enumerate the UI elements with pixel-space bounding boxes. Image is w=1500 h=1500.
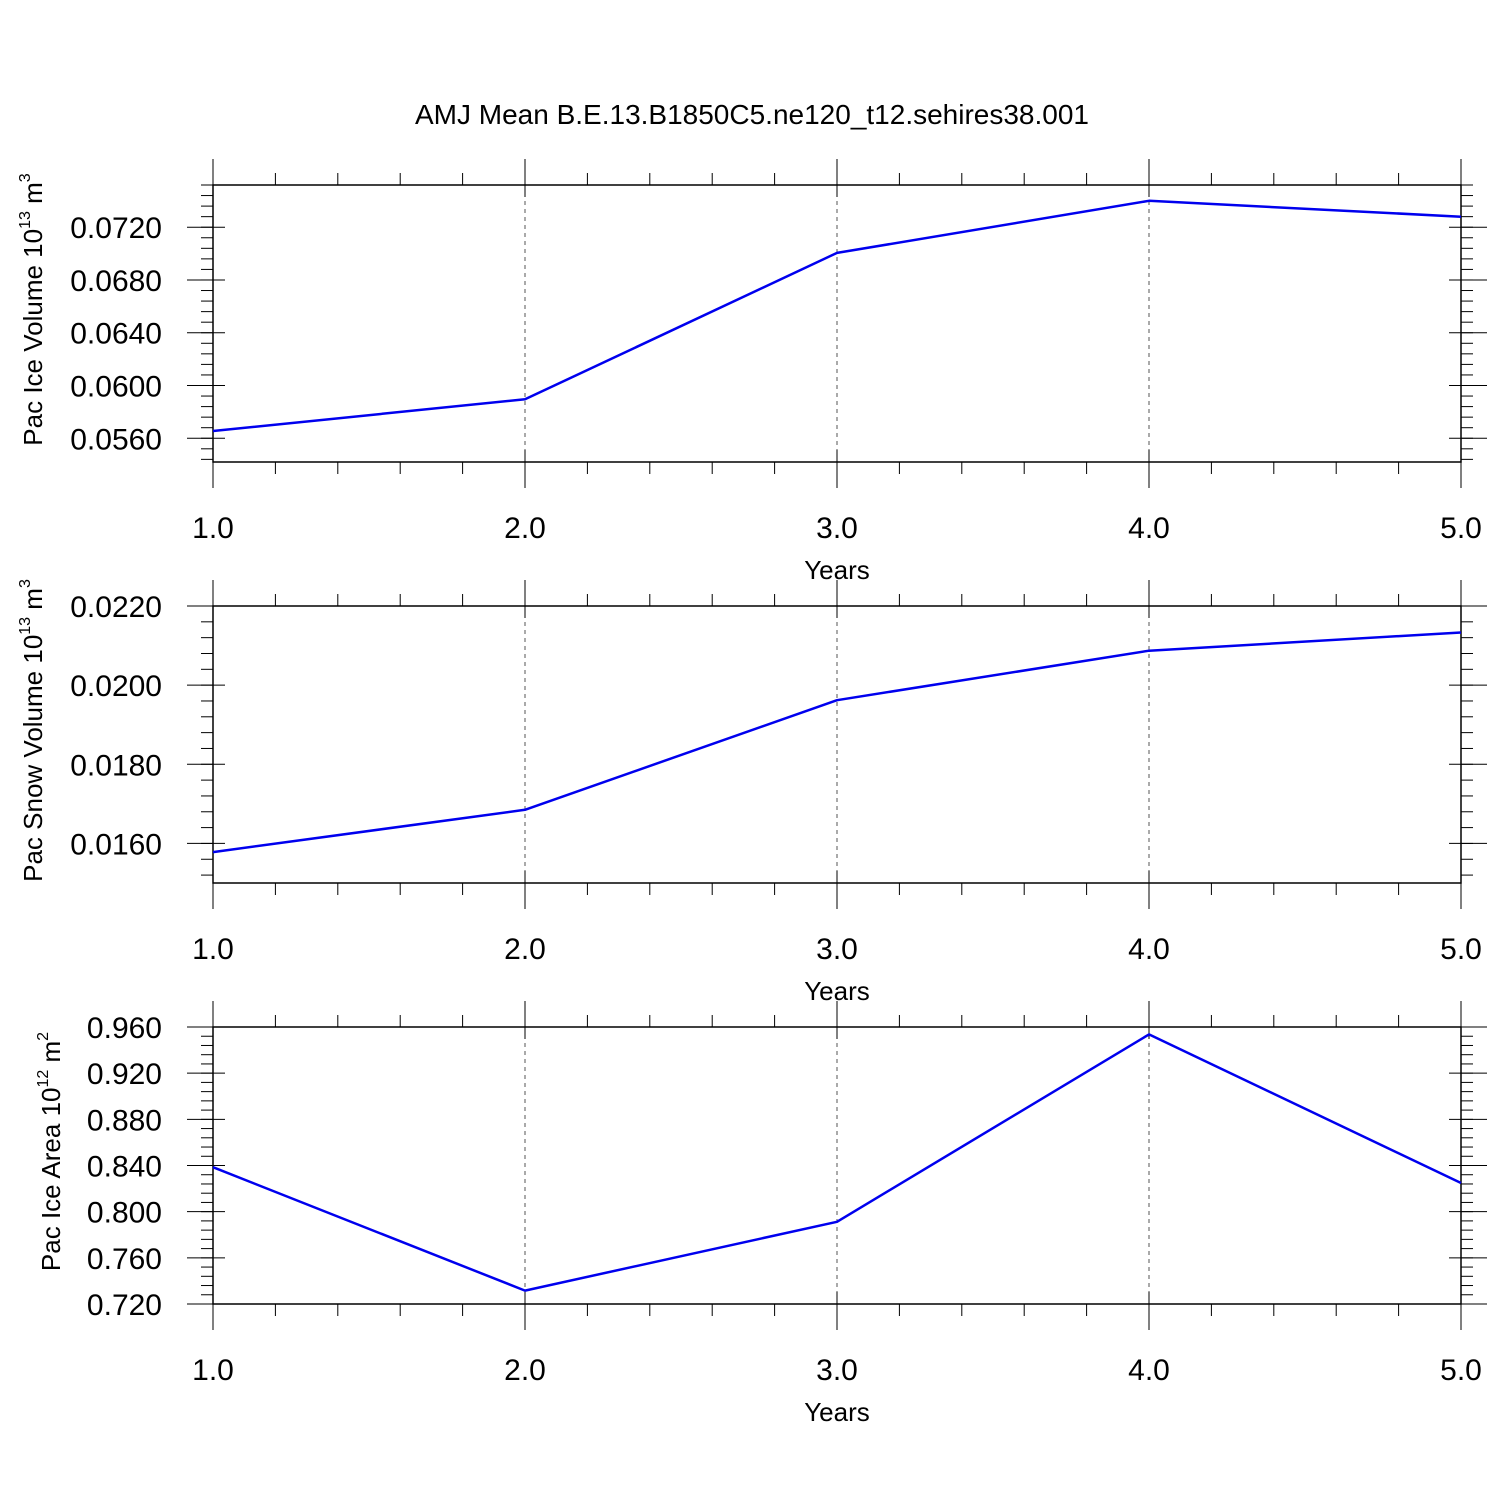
x-tick-label: 4.0 <box>1128 1354 1170 1387</box>
y-tick-label: 0.760 <box>87 1243 162 1276</box>
x-tick-label: 3.0 <box>816 512 858 545</box>
y-tick-label: 0.920 <box>87 1058 162 1091</box>
data-point <box>1147 1032 1151 1036</box>
y-tick-label: 0.840 <box>87 1151 162 1184</box>
panels: 0.0560 0.0600 0.0640 0.0680 0.0720 1.0 2.0 3.0 4… <box>17 159 1487 1427</box>
x-tick-label: 1.0 <box>192 933 234 966</box>
x-tick-label: 4.0 <box>1128 512 1170 545</box>
y-tick-label: 0.0220 <box>70 591 162 624</box>
y-axis-title: Pac Ice Volume 1013 m3 <box>17 173 48 446</box>
y-tick-label: 0.0720 <box>70 212 162 245</box>
x-axis-title: Years <box>804 1397 870 1427</box>
y-tick-label: 0.0680 <box>70 265 162 298</box>
data-point <box>211 429 215 433</box>
y-tick-label: 0.960 <box>87 1012 162 1045</box>
data-point <box>523 1289 527 1293</box>
y-axis-title: Pac Snow Volume 1013 m3 <box>17 579 48 882</box>
y-tick-label: 0.0600 <box>70 370 162 403</box>
data-point <box>211 850 215 854</box>
data-point <box>835 698 839 702</box>
y-axis-title: Pac Ice Area 1012 m2 <box>35 1032 66 1271</box>
data-point <box>1147 199 1151 203</box>
series-line <box>212 199 1462 433</box>
x-tick-label: 1.0 <box>192 512 234 545</box>
y-tick-label: 0.0560 <box>70 423 162 456</box>
y-tick-label: 0.720 <box>87 1289 162 1322</box>
figure-title: AMJ Mean B.E.13.B1850C5.ne120_t12.sehire… <box>415 99 1089 130</box>
x-tick-label: 4.0 <box>1128 933 1170 966</box>
series-line <box>212 631 1462 854</box>
data-point <box>1459 215 1463 219</box>
data-point <box>835 251 839 255</box>
data-point <box>1147 649 1151 653</box>
x-tick-label: 3.0 <box>816 933 858 966</box>
y-tick-label: 0.0200 <box>70 670 162 703</box>
x-tick-label: 3.0 <box>816 1354 858 1387</box>
y-tick-label: 0.0640 <box>70 318 162 351</box>
data-point <box>1459 631 1463 635</box>
x-tick-label: 2.0 <box>504 1354 546 1387</box>
y-tick-label: 0.0160 <box>70 828 162 861</box>
x-tick-label: 2.0 <box>504 933 546 966</box>
series-line <box>212 1033 1462 1292</box>
y-tick-label: 0.800 <box>87 1197 162 1230</box>
x-tick-label: 2.0 <box>504 512 546 545</box>
y-tick-label: 0.880 <box>87 1104 162 1137</box>
x-tick-label: 1.0 <box>192 1354 234 1387</box>
data-point <box>523 397 527 401</box>
data-point <box>211 1165 215 1169</box>
data-point <box>835 1220 839 1224</box>
data-point <box>523 808 527 812</box>
x-tick-label: 5.0 <box>1440 512 1482 545</box>
chart-panel-1: 0.0560 0.0600 0.0640 0.0680 0.0720 1.0 2.0 3.0 4… <box>17 159 1487 585</box>
chart-panel-3: 0.720 0.760 0.800 0.840 0.880 0.920 0.960 1.0 2.… <box>35 1001 1487 1427</box>
x-tick-label: 5.0 <box>1440 1354 1482 1387</box>
y-tick-label: 0.0180 <box>70 749 162 782</box>
data-point <box>1459 1181 1463 1185</box>
x-tick-label: 5.0 <box>1440 933 1482 966</box>
